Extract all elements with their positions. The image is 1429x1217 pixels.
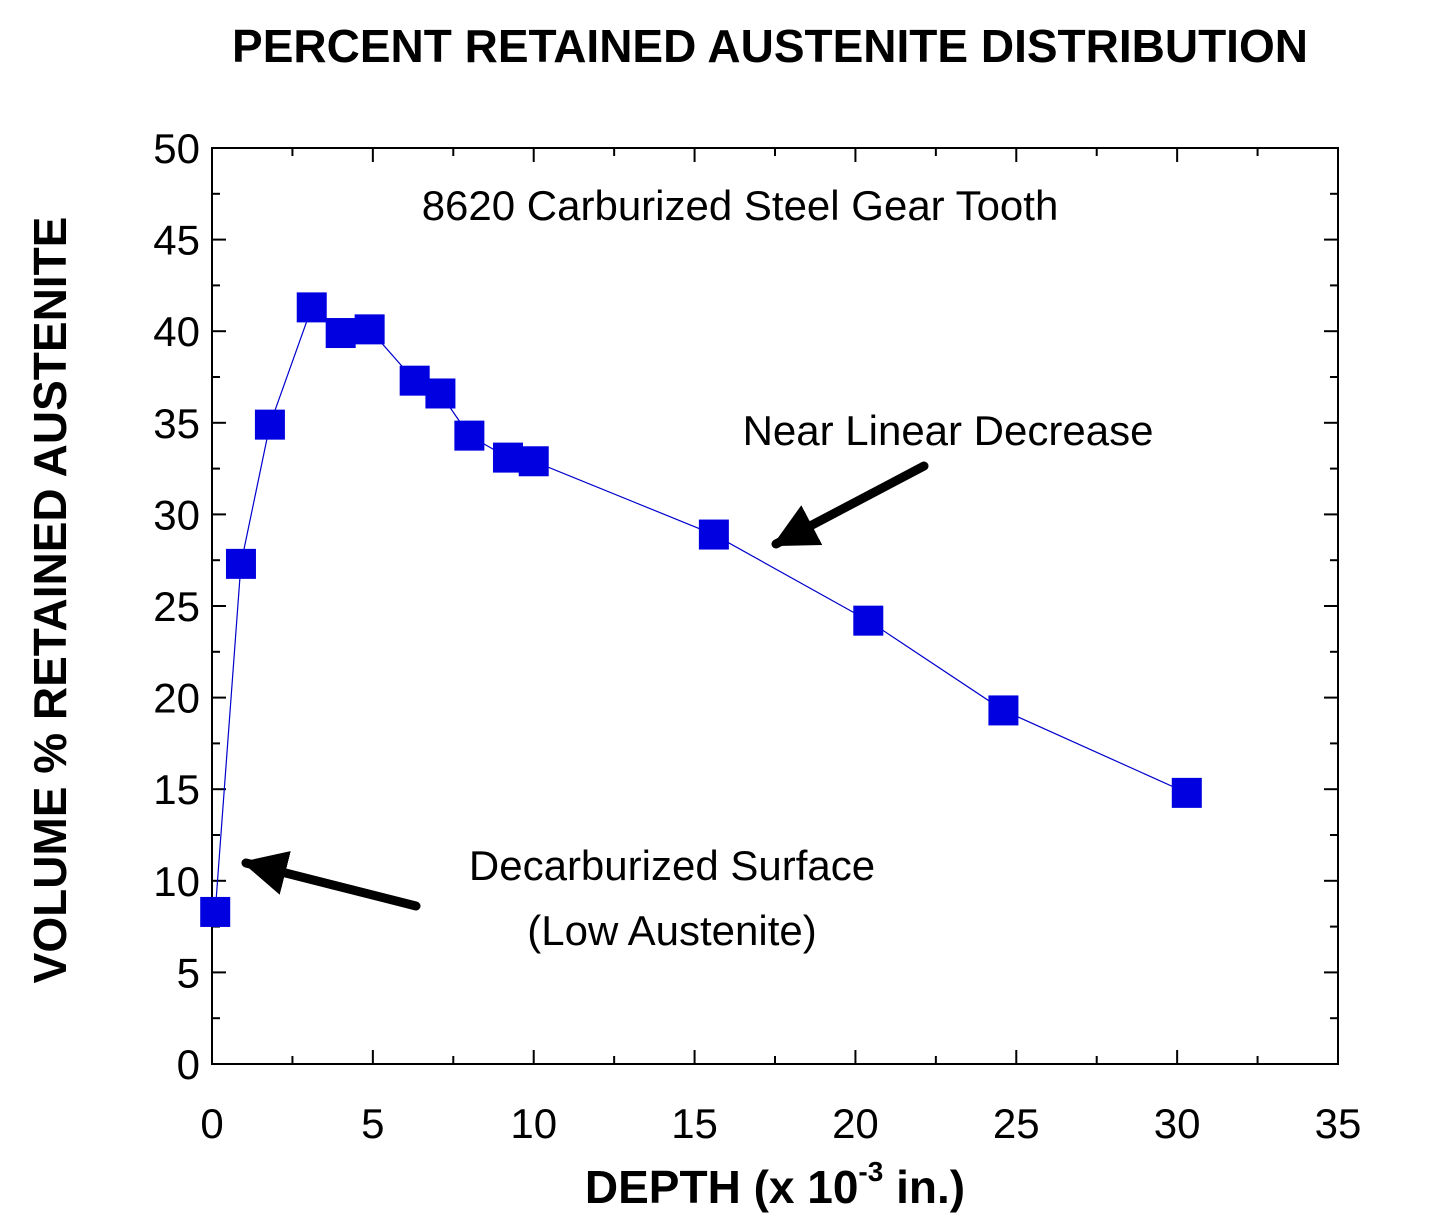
data-point-5 <box>354 314 385 345</box>
data-point-7 <box>425 378 456 409</box>
x-axis-label-exponent: -3 <box>858 1156 883 1187</box>
y-tick-label-15: 15 <box>153 766 200 813</box>
data-point-9 <box>492 442 523 473</box>
y-tick-label-35: 35 <box>153 400 200 447</box>
data-point-10 <box>518 446 549 477</box>
x-tick-label-5: 5 <box>361 1100 384 1147</box>
y-tick-label-50: 50 <box>153 125 200 172</box>
chart-title: PERCENT RETAINED AUSTENITE DISTRIBUTION <box>232 20 1308 72</box>
surface-annotation-line1: Decarburized Surface <box>469 842 875 889</box>
linear-decrease-arrow <box>771 461 929 549</box>
data-point-1 <box>225 548 256 579</box>
y-tick-label-10: 10 <box>153 858 200 905</box>
y-tick-labels: 0 5 10 15 20 25 30 35 40 45 50 <box>153 125 200 1088</box>
data-point-2 <box>254 409 285 440</box>
data-point-3 <box>296 292 327 323</box>
data-point-8 <box>454 420 485 451</box>
y-tick-label-20: 20 <box>153 675 200 722</box>
y-tick-label-30: 30 <box>153 491 200 538</box>
x-tick-label-20: 20 <box>832 1100 879 1147</box>
x-tick-labels: 0 5 10 15 20 25 30 35 <box>200 1100 1361 1147</box>
x-tick-label-10: 10 <box>510 1100 557 1147</box>
x-tick-label-25: 25 <box>993 1100 1040 1147</box>
data-point-12 <box>853 605 884 636</box>
series-line <box>214 306 1188 912</box>
y-tick-label-0: 0 <box>177 1041 200 1088</box>
x-axis-label-main: DEPTH (x 10 <box>585 1161 859 1213</box>
x-tick-label-15: 15 <box>671 1100 718 1147</box>
x-tick-label-30: 30 <box>1154 1100 1201 1147</box>
data-point-14 <box>1171 777 1202 808</box>
x-tick-label-35: 35 <box>1315 1100 1362 1147</box>
data-point-4 <box>325 318 356 349</box>
x-tick-label-0: 0 <box>200 1100 223 1147</box>
series-annotation: 8620 Carburized Steel Gear Tooth <box>422 182 1059 229</box>
y-axis-label: VOLUME % RETAINED AUSTENITE <box>24 217 76 984</box>
data-point-13 <box>988 695 1019 726</box>
y-tick-label-40: 40 <box>153 308 200 355</box>
x-axis-label-suffix: in.) <box>883 1161 965 1213</box>
data-point-6 <box>399 365 430 396</box>
y-tick-label-5: 5 <box>177 949 200 996</box>
surface-arrow <box>241 851 421 911</box>
y-tick-label-45: 45 <box>153 217 200 264</box>
y-tick-label-25: 25 <box>153 583 200 630</box>
data-point-0 <box>200 896 231 927</box>
data-point-11 <box>698 519 729 550</box>
x-axis-label: DEPTH (x 10-3 in.) <box>585 1156 965 1213</box>
surface-annotation-line2: (Low Austenite) <box>527 907 817 954</box>
linear-decrease-annotation: Near Linear Decrease <box>743 407 1154 454</box>
series-markers <box>200 292 1202 927</box>
